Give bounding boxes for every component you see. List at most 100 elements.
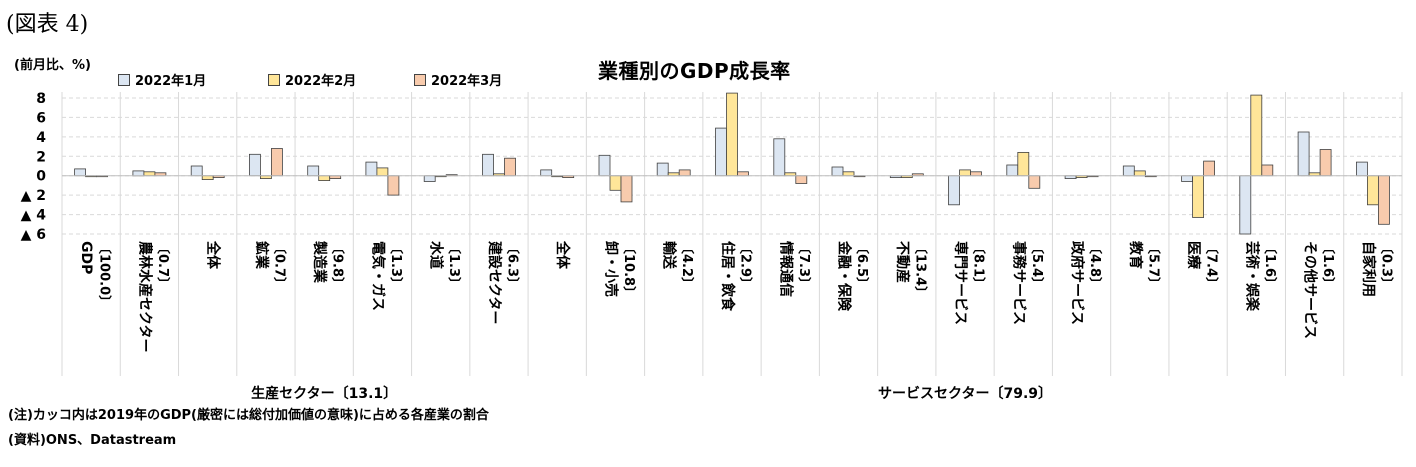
group-label: 生産セクター〔13.1〕	[251, 385, 397, 402]
category-share-label: 〔1.3〕	[388, 241, 404, 290]
bar-feb-22	[1367, 175, 1379, 206]
y-tick-label: 2	[36, 149, 46, 165]
bar-jan-7	[482, 153, 494, 177]
y-tick-label: 8	[36, 91, 46, 107]
bar-mar-9	[620, 175, 633, 203]
category-label: 情報通信	[777, 241, 794, 297]
category-label: 農林水産セクター	[136, 241, 153, 352]
bar-feb-13	[842, 171, 855, 177]
y-tick-label: ▲ 2	[21, 188, 46, 204]
bar-feb-4	[318, 175, 331, 181]
category-share-label: 〔6.5〕	[854, 241, 870, 290]
category-label: 医療	[1185, 241, 1202, 270]
legend-item-mar: 2022年3月	[414, 70, 502, 89]
bar-mar-16	[1028, 175, 1041, 189]
bar-feb-18	[1133, 170, 1146, 177]
bar-jan-8	[540, 169, 553, 177]
bar-mar-20	[1261, 164, 1274, 177]
category-label: GDP	[78, 241, 94, 274]
bar-jan-16	[1006, 164, 1019, 177]
category-share-label: 〔1.3〕	[446, 241, 462, 290]
bar-feb-16	[1017, 151, 1030, 177]
category-share-label: 〔1.6〕	[1262, 241, 1278, 290]
category-label: 住居・飲食	[719, 241, 736, 312]
category-share-label: 〔6.3〕	[504, 241, 520, 290]
y-axis-unit-label: (前月比、%)	[14, 58, 91, 73]
bar-jan-5	[365, 161, 378, 177]
category-label: 事務サービス	[1010, 241, 1027, 325]
category-label: 水道	[428, 241, 445, 269]
bar-jan-1	[132, 170, 145, 177]
legend-label-feb: 2022年2月	[285, 74, 357, 89]
category-label: 金融・保険	[836, 240, 853, 312]
bar-jan-11	[715, 127, 727, 177]
category-share-label: 〔10.8〕	[621, 241, 637, 299]
bar-feb-2	[201, 175, 214, 180]
category-label: 製造業	[311, 240, 328, 284]
footnote: (注)カッコ内は2019年のGDP(厳密には総付加価値の意味)に占める各産業の割…	[8, 408, 489, 423]
category-label: 建設セクター	[486, 241, 503, 324]
category-share-label: 〔1.6〕	[1320, 241, 1336, 290]
bar-jan-6	[423, 175, 436, 182]
y-tick-label: 4	[36, 130, 46, 146]
category-label: 不動産	[894, 241, 911, 283]
category-share-label: 〔7.4〕	[1204, 241, 1220, 290]
category-share-label: 〔9.8〕	[330, 241, 346, 290]
category-share-label: 〔2.9〕	[738, 241, 754, 290]
bar-mar-15	[970, 171, 982, 177]
bar-feb-5	[376, 167, 389, 177]
bar-mar-21	[1319, 149, 1332, 177]
bar-jan-21	[1297, 131, 1310, 177]
category-share-label: 〔0.3〕	[1378, 241, 1394, 290]
category-label: 政府サービス	[1069, 241, 1086, 325]
category-label: 卸・小売	[602, 241, 619, 297]
figure-label: (図表 4)	[6, 12, 89, 37]
category-share-label: 〔4.8〕	[1087, 241, 1103, 290]
category-label: 専門サービス	[952, 241, 969, 325]
legend-label-mar: 2022年3月	[431, 74, 503, 89]
legend-swatch-feb	[268, 73, 280, 86]
y-tick-label: ▲ 6	[21, 227, 46, 243]
bar-mar-19	[1203, 160, 1215, 177]
category-label: 輸送	[661, 241, 678, 270]
bar-mar-10	[678, 169, 691, 177]
category-share-label: 〔13.4〕	[912, 241, 928, 299]
legend-item-feb: 2022年2月	[268, 70, 356, 89]
category-label: 芸術・娯楽	[1243, 241, 1260, 312]
bar-feb-20	[1250, 94, 1263, 177]
bar-feb-19	[1192, 175, 1204, 218]
bar-jan-9	[598, 154, 611, 177]
category-label: その他サービス	[1302, 241, 1319, 339]
group-label: サービスセクター〔79.9〕	[878, 386, 1052, 402]
bar-jan-2	[190, 165, 203, 177]
bar-jan-3	[248, 153, 261, 177]
source-note: (資料)ONS、Datastream	[8, 433, 177, 448]
y-tick-label: 0	[36, 169, 46, 185]
bar-mar-12	[795, 175, 808, 184]
category-share-label: 〔8.1〕	[971, 241, 987, 290]
bar-mar-5	[387, 175, 400, 196]
category-label: 自家利用	[1360, 241, 1377, 297]
category-share-label: 〔0.7〕	[155, 241, 171, 290]
bar-jan-10	[656, 162, 669, 177]
bar-jan-22	[1356, 161, 1368, 177]
category-label: 教育	[1127, 241, 1144, 269]
category-label: 鉱業	[253, 241, 270, 270]
bar-jan-20	[1239, 175, 1252, 235]
legend-swatch-jan	[118, 73, 130, 86]
category-label: 電気・ガス	[369, 241, 386, 311]
legend-label-jan: 2022年1月	[135, 74, 207, 89]
category-share-label: 〔0.7〕	[271, 241, 287, 290]
category-label: 全体	[205, 240, 222, 270]
bar-mar-11	[737, 171, 749, 177]
legend-swatch-mar	[414, 73, 426, 86]
bar-mar-22	[1378, 175, 1390, 225]
bar-jan-4	[307, 165, 320, 177]
legend-item-jan: 2022年1月	[118, 70, 206, 89]
bar-jan-13	[831, 166, 844, 177]
bar-feb-1	[143, 171, 156, 177]
bar-feb-11	[726, 92, 738, 177]
bar-mar-7	[504, 157, 516, 177]
bar-jan-15	[948, 175, 960, 206]
